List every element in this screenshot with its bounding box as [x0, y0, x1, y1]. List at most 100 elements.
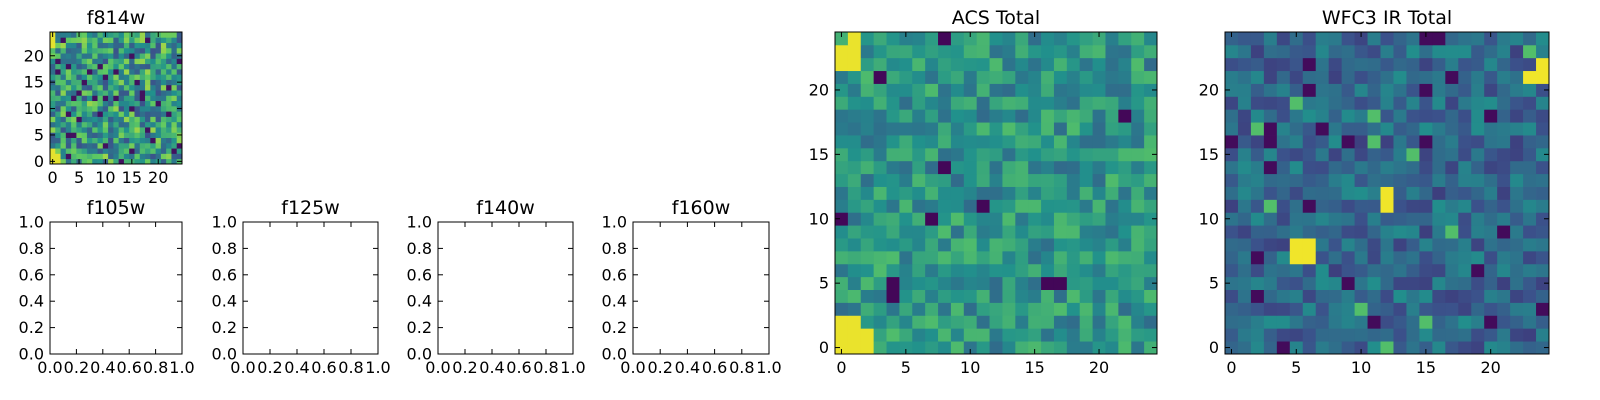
heatmap-cell [1445, 186, 1459, 200]
heatmap-cell [1393, 135, 1407, 149]
heatmap-cell [1053, 276, 1068, 290]
heatmap-cell [950, 96, 965, 110]
y-tick-label: 0.8 [407, 239, 432, 258]
heatmap-cell [1289, 83, 1304, 97]
heatmap-cell [86, 100, 93, 107]
heatmap-cell [847, 147, 862, 162]
heatmap-cell [1302, 263, 1317, 278]
heatmap-cell [886, 225, 900, 239]
heatmap-cell [134, 63, 141, 70]
heatmap-cell [1367, 302, 1381, 316]
heatmap-cell [1066, 276, 1081, 290]
heatmap-cell [1118, 70, 1132, 84]
panel-title: f814w [87, 7, 146, 29]
heatmap-cell [976, 315, 990, 329]
heatmap-cell [81, 42, 88, 49]
heatmap-cell [989, 57, 1003, 72]
heatmap-cell [1015, 160, 1029, 175]
heatmap-cell [1041, 212, 1055, 226]
heatmap-cell [1484, 328, 1498, 342]
heatmap-cell [1250, 250, 1265, 265]
heatmap-cell [123, 32, 130, 38]
heatmap-cell [55, 84, 61, 91]
heatmap-cell [1406, 173, 1420, 187]
heatmap-cell [1380, 302, 1394, 316]
heatmap-cell [1144, 160, 1158, 175]
heatmap-cell [1092, 96, 1106, 110]
heatmap-cell [76, 42, 83, 49]
heatmap-cell [166, 142, 172, 149]
heatmap-cell [1079, 276, 1093, 290]
heatmap-cell [1053, 212, 1068, 226]
heatmap-cell [1066, 225, 1081, 239]
heatmap-cell [176, 90, 183, 96]
heatmap-cell [81, 63, 88, 70]
heatmap-cell [1484, 122, 1498, 136]
heatmap-cell [1471, 160, 1485, 175]
heatmap-cell [1092, 276, 1106, 290]
x-tick-label: 20 [148, 168, 168, 187]
heatmap-cell [873, 70, 887, 84]
heatmap-cell [1028, 276, 1042, 290]
heatmap-cell [102, 105, 109, 112]
heatmap-cell [1002, 160, 1016, 175]
heatmap-cell [989, 199, 1003, 213]
heatmap-cell [1302, 199, 1317, 213]
heatmap-cell [1393, 96, 1407, 110]
heatmap-cell [160, 111, 167, 117]
heatmap-cell [92, 116, 98, 123]
heatmap-cell [108, 84, 114, 91]
heatmap-cell [1002, 250, 1016, 265]
heatmap-cell [1092, 238, 1106, 252]
heatmap-cell [155, 95, 162, 102]
heatmap-cell [1028, 147, 1042, 162]
axes-frame [242, 221, 379, 355]
heatmap-cell [150, 79, 156, 86]
y-tick-label: 0.2 [407, 318, 432, 337]
heatmap-cell [1131, 186, 1145, 200]
heatmap-cell [108, 142, 114, 149]
heatmap-cell [139, 132, 146, 138]
heatmap-cell [976, 96, 990, 110]
heatmap-cell [76, 116, 83, 123]
heatmap-cell [1536, 44, 1550, 59]
heatmap-cell [1458, 186, 1472, 200]
heatmap-cell [71, 95, 77, 102]
heatmap-cell [1002, 109, 1016, 123]
heatmap-cell [1419, 186, 1433, 200]
heatmap-cell [899, 328, 913, 342]
heatmap-cell [81, 137, 88, 144]
heatmap-cell [1041, 135, 1055, 149]
heatmap-cell [160, 42, 167, 49]
heatmap-cell [1053, 122, 1068, 136]
heatmap-cell [92, 37, 98, 43]
heatmap-cell [123, 90, 130, 96]
heatmap-cell [123, 100, 130, 107]
heatmap-cell [176, 68, 183, 75]
heatmap-cell [1497, 147, 1511, 162]
heatmap-cell [123, 53, 130, 59]
heatmap-cell [925, 199, 939, 213]
heatmap-cell [1002, 135, 1016, 149]
heatmap-cell [1406, 32, 1420, 46]
heatmap-cell [925, 83, 939, 97]
heatmap-cell [1341, 122, 1355, 136]
heatmap-cell [118, 37, 125, 43]
heatmap-cell [176, 148, 183, 154]
heatmap-cell [113, 158, 120, 165]
heatmap-cell [925, 109, 939, 123]
heatmap-cell [1263, 315, 1278, 329]
heatmap-cell [1041, 238, 1055, 252]
heatmap-cell [1225, 263, 1239, 278]
heatmap-cell [925, 263, 939, 278]
heatmap-cell [92, 132, 98, 138]
heatmap-cell [1406, 122, 1420, 136]
heatmap-cell [1341, 57, 1355, 72]
heatmap-cell [97, 137, 104, 144]
heatmap-cell [60, 74, 67, 80]
heatmap-cell [1028, 160, 1042, 175]
heatmap-cell [92, 127, 98, 133]
heatmap-cell [847, 135, 862, 149]
heatmap-cell [860, 96, 875, 110]
heatmap-cell [912, 173, 926, 187]
